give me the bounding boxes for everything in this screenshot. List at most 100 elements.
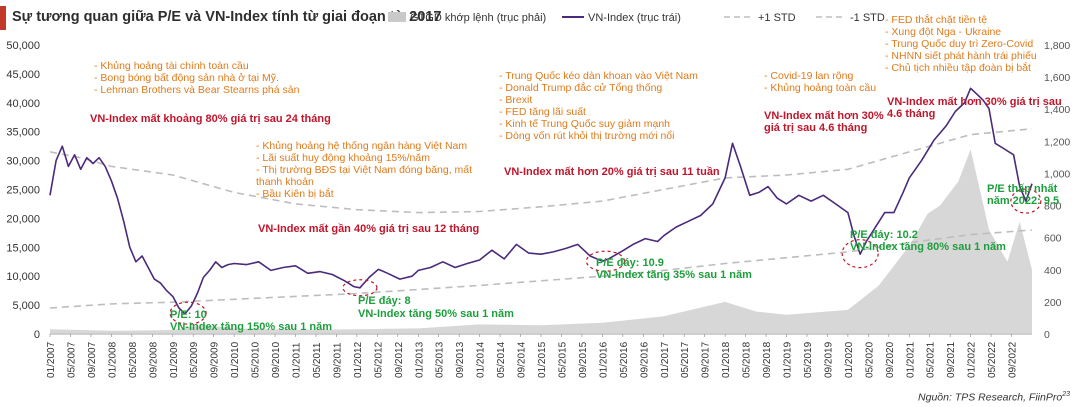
x-tick-label: 09/2007 <box>87 341 98 378</box>
x-tick-label: 05/2017 <box>680 341 691 378</box>
legend-label: -1 STD <box>850 12 885 24</box>
x-tick-label: 09/2014 <box>517 341 528 378</box>
trough-marker-circle <box>342 279 378 297</box>
x-tick-label: 01/2021 <box>905 341 916 378</box>
annotation-green: P/E đáy: 10.2VN-Index tăng 80% sau 1 năm <box>850 229 1006 253</box>
annotation-line: - FED thắt chặt tiền tệ <box>885 13 987 26</box>
title-accent-bar <box>0 6 6 30</box>
annotation-line: - Brexit <box>499 94 532 106</box>
y-left-tick-label: 15,000 <box>6 242 40 254</box>
y-right-tick-label: 400 <box>1044 265 1062 277</box>
trough-marker-circle <box>1010 188 1042 214</box>
y-left-tick-label: 20,000 <box>6 213 40 225</box>
annotation-line: VN-Index tăng 80% sau 1 năm <box>850 241 1006 253</box>
x-tick-label: 09/2020 <box>885 341 896 378</box>
annotation-line: VN-Index mất hơn 30% <box>764 110 884 122</box>
annotation-line: - FED tăng lãi suất <box>499 106 586 118</box>
source-note: Nguồn: TPS Research, FiinPro23 <box>918 390 1070 404</box>
x-tick-label: 09/2010 <box>271 341 282 378</box>
annotation-line: - Khủng hoảng hệ thống ngân hàng Việt Na… <box>256 140 467 152</box>
x-tick-label: 09/2018 <box>762 341 773 378</box>
annotation-line: - Lãi suất huy động khoảng 15%/năm <box>256 152 430 164</box>
annotation-line: giá trị sau 4.6 tháng <box>764 122 867 134</box>
y-left-tick-label: 5,000 <box>12 300 40 312</box>
annotation-orange: - FED thắt chặt tiền tệ- Xung đột Nga - … <box>885 13 1037 74</box>
x-tick-label: 05/2011 <box>312 342 323 378</box>
annotation-line: - Trung Quốc kéo dàn khoan vào Việt Nam <box>499 70 698 82</box>
annotation-line: - Kinh tế Trung Quốc suy giảm mạnh <box>499 118 670 130</box>
legend-label: +1 STD <box>758 12 796 24</box>
x-tick-label: 09/2013 <box>455 341 466 378</box>
y-left-tick-label: 35,000 <box>6 127 40 139</box>
x-tick-label: 05/2014 <box>496 341 507 378</box>
annotation-line: - Lehman Brothers và Bear Stearns phá sả… <box>94 84 300 96</box>
annotation-green: P/E đáy: 10.9VN-Index tăng 35% sau 1 năm <box>596 257 752 281</box>
x-tick-label: 09/2019 <box>823 341 834 378</box>
annotation-line: - Dòng vốn rút khỏi thị trường mới nổi <box>499 130 674 142</box>
minus-1-std-line <box>49 229 1033 309</box>
annotation-line: - Chủ tịch nhiều tập đoàn bị bắt <box>885 61 1031 74</box>
x-tick-label: 05/2013 <box>435 341 446 378</box>
x-tick-label: 01/2008 <box>107 341 118 378</box>
annotation-red: VN-Index mất khoảng 80% giá trị sau 24 t… <box>90 113 331 125</box>
annotation-line: VN-Index mất gần 40% giá trị sau 12 thán… <box>258 223 479 235</box>
y-left-tick-label: 10,000 <box>6 271 40 283</box>
x-tick-label: 05/2018 <box>742 341 753 378</box>
x-tick-label: 05/2019 <box>803 341 814 378</box>
annotation-line: - NHNN siết phát hành trái phiếu <box>885 50 1037 62</box>
x-tick-label: 09/2008 <box>148 341 159 378</box>
annotation-green: P/E đáy: 8VN-Index tăng 50% sau 1 năm <box>358 295 514 320</box>
annotation-line: VN-Index tăng 50% sau 1 năm <box>358 308 514 320</box>
annotation-line: VN-Index mất hơn 20% giá trị sau 11 tuần <box>504 166 720 178</box>
x-tick-label: 05/2007 <box>66 341 77 378</box>
x-tick-label: 01/2007 <box>46 341 57 378</box>
annotation-line: - Donald Trump đắc cử Tổng thống <box>499 81 662 94</box>
x-tick-label: 05/2009 <box>189 341 200 378</box>
annotation-line: - Bầu Kiên bị bắt <box>256 187 334 200</box>
x-tick-label: 09/2016 <box>639 341 650 378</box>
y-right-tick-label: 600 <box>1044 233 1062 245</box>
y-right-tick-label: 1,400 <box>1044 104 1070 116</box>
annotation-line: - Trung Quốc duy trì Zero-Covid <box>885 38 1033 50</box>
legend-swatch-gtgd <box>388 12 406 22</box>
gtgd-area <box>50 149 1032 334</box>
annotation-line: năm 2022: 9.5 <box>987 195 1059 207</box>
x-tick-label: 09/2009 <box>210 341 221 378</box>
x-tick-label: 01/2018 <box>721 341 732 378</box>
x-tick-label: 05/2015 <box>557 341 568 378</box>
annotation-line: - Covid-19 lan rộng <box>764 70 853 82</box>
x-tick-label: 01/2013 <box>414 341 425 378</box>
x-tick-label: 09/2021 <box>946 341 957 378</box>
annotation-line: - Thị trường BĐS tại Việt Nam đóng băng,… <box>256 164 472 176</box>
x-tick-label: 09/2015 <box>578 341 589 378</box>
x-tick-label: 05/2020 <box>864 341 875 378</box>
annotation-line: P/E thấp nhất <box>987 183 1058 195</box>
x-tick-label: 05/2021 <box>926 341 937 378</box>
y-left-tick-label: 25,000 <box>6 185 40 197</box>
y-right-tick-label: 0 <box>1044 329 1050 341</box>
y-left-tick-label: 0 <box>34 329 40 341</box>
y-right-tick-label: 1,200 <box>1044 136 1070 148</box>
annotation-red: VN-Index mất hơn 20% giá trị sau 11 tuần <box>504 166 720 178</box>
x-tick-label: 01/2020 <box>844 341 855 378</box>
y-right-tick-label: 1,600 <box>1044 72 1070 84</box>
trough-marker-circle <box>585 250 626 272</box>
chart-title-bar: Sự tương quan giữa P/E và VN-Index tính … <box>0 6 441 32</box>
x-tick-label: 01/2017 <box>660 341 671 378</box>
annotation-line: - Bong bóng bất động sản nhà ở tại Mỹ. <box>94 72 279 84</box>
x-tick-label: 09/2022 <box>1008 341 1019 378</box>
annotation-line: P/E: 10 <box>170 309 207 321</box>
x-tick-label: 05/2010 <box>251 341 262 378</box>
annotation-line: VN-Index tăng 150% sau 1 năm <box>170 321 332 333</box>
y-left-tick-label: 40,000 <box>6 98 40 110</box>
chart-title: Sự tương quan giữa P/E và VN-Index tính … <box>12 9 442 25</box>
x-tick-label: 05/2008 <box>128 341 139 378</box>
y-left-tick-label: 50,000 <box>6 40 40 52</box>
source-text: Nguồn: TPS Research, FiinPro <box>918 391 1063 403</box>
x-tick-label: 05/2022 <box>987 341 998 378</box>
x-tick-label: 01/2010 <box>230 341 241 378</box>
y-right-tick-label: 1,000 <box>1044 168 1070 180</box>
x-tick-label: 01/2009 <box>169 341 180 378</box>
